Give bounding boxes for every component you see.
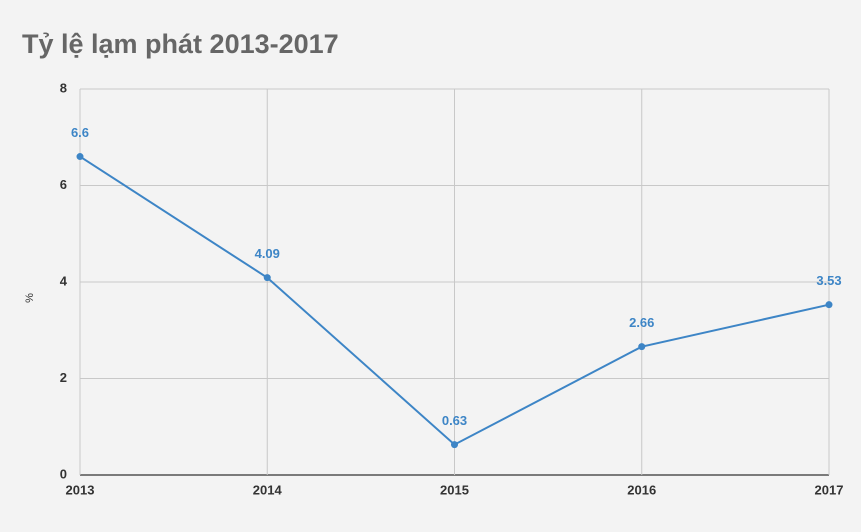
y-tick-label: 0 bbox=[60, 466, 67, 481]
chart-title: Tỷ lệ lạm phát 2013-2017 bbox=[22, 29, 339, 59]
y-tick-label: 2 bbox=[60, 370, 67, 385]
y-tick-label: 4 bbox=[60, 273, 68, 288]
x-tick-label: 2017 bbox=[815, 482, 844, 497]
x-tick-label: 2015 bbox=[440, 482, 469, 497]
y-tick-label: 8 bbox=[60, 80, 67, 95]
point bbox=[825, 301, 833, 309]
data-label: 4.09 bbox=[255, 246, 280, 261]
point bbox=[76, 153, 84, 161]
point bbox=[638, 343, 646, 351]
data-label: 3.53 bbox=[816, 273, 841, 288]
y-tick-label: 6 bbox=[60, 177, 67, 192]
point bbox=[451, 441, 458, 449]
data-label: 2.66 bbox=[629, 315, 654, 330]
point bbox=[263, 274, 271, 282]
x-tick-label: 2014 bbox=[253, 482, 283, 497]
data-label: 6.6 bbox=[71, 125, 89, 140]
data-label: 0.63 bbox=[442, 413, 467, 428]
y-axis-label: % bbox=[24, 293, 36, 303]
x-tick-label: 2016 bbox=[627, 482, 656, 497]
x-tick-label: 2013 bbox=[66, 482, 95, 497]
